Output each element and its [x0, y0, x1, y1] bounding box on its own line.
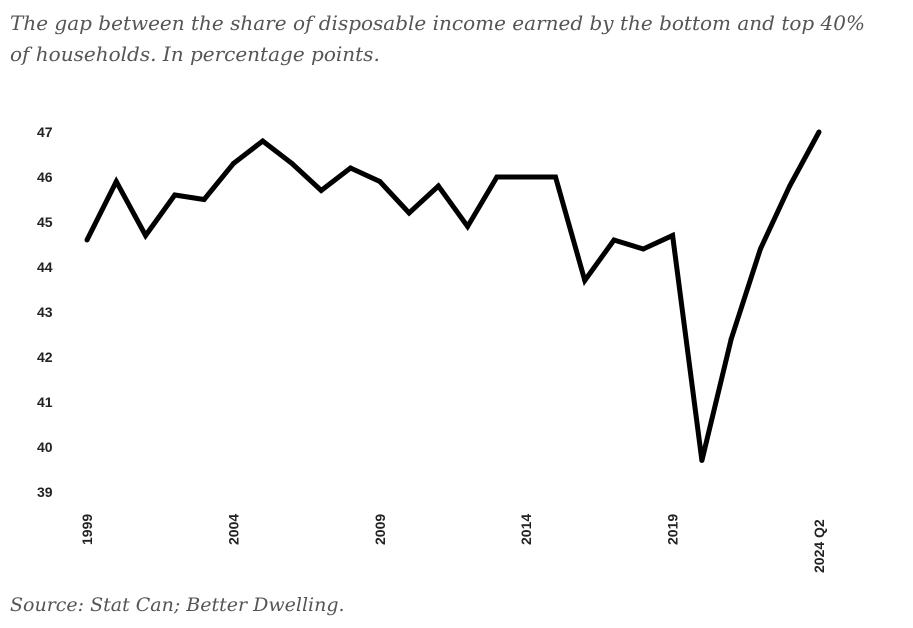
- x-tick-label: 2009: [372, 514, 388, 545]
- data-point: [465, 224, 471, 229]
- y-tick-label: 46: [37, 169, 53, 185]
- data-point: [172, 192, 178, 198]
- y-tick-label: 40: [37, 439, 53, 455]
- y-tick-label: 45: [37, 214, 53, 230]
- data-point: [670, 233, 676, 238]
- data-point: [611, 237, 617, 243]
- data-point: [640, 246, 646, 252]
- data-point: [84, 237, 90, 243]
- series-line: [84, 130, 822, 462]
- x-tick-label: 2014: [518, 514, 534, 545]
- data-point: [318, 188, 324, 193]
- data-point: [348, 165, 354, 171]
- data-point: [113, 179, 119, 184]
- data-point: [699, 458, 705, 463]
- y-tick-label: 41: [37, 394, 53, 410]
- source-note: Source: Stat Can; Better Dwelling.: [10, 594, 345, 616]
- x-tick-label: 2019: [665, 514, 681, 545]
- y-axis: 47 46 45 44 43 42 41 40 39: [37, 124, 53, 500]
- y-tick-label: 43: [37, 304, 53, 320]
- x-tick-label: 1999: [79, 514, 95, 545]
- data-point: [201, 197, 207, 202]
- data-point: [230, 161, 236, 166]
- data-point: [552, 174, 558, 180]
- y-tick-label: 44: [37, 259, 53, 275]
- chart-title: The gap between the share of disposable …: [10, 11, 866, 66]
- data-point: [582, 278, 588, 283]
- data-point: [757, 246, 763, 252]
- y-tick-label: 42: [37, 349, 53, 365]
- data-point: [143, 233, 149, 238]
- data-point: [289, 161, 295, 166]
- y-tick-label: 39: [37, 484, 53, 500]
- data-points: [84, 129, 822, 463]
- data-point: [260, 138, 266, 144]
- data-point: [816, 129, 822, 135]
- data-point: [435, 183, 441, 189]
- data-point: [728, 336, 734, 342]
- data-point: [406, 210, 412, 216]
- data-point: [523, 174, 529, 180]
- data-point: [494, 174, 500, 180]
- y-tick-label: 47: [37, 124, 53, 140]
- x-tick-label: 2024 Q2: [811, 519, 827, 573]
- x-tick-label: 2004: [225, 514, 241, 545]
- data-point: [787, 183, 793, 189]
- x-axis: 1999 2004 2009 2014 2019 2024 Q2: [79, 514, 827, 573]
- data-point: [377, 179, 383, 184]
